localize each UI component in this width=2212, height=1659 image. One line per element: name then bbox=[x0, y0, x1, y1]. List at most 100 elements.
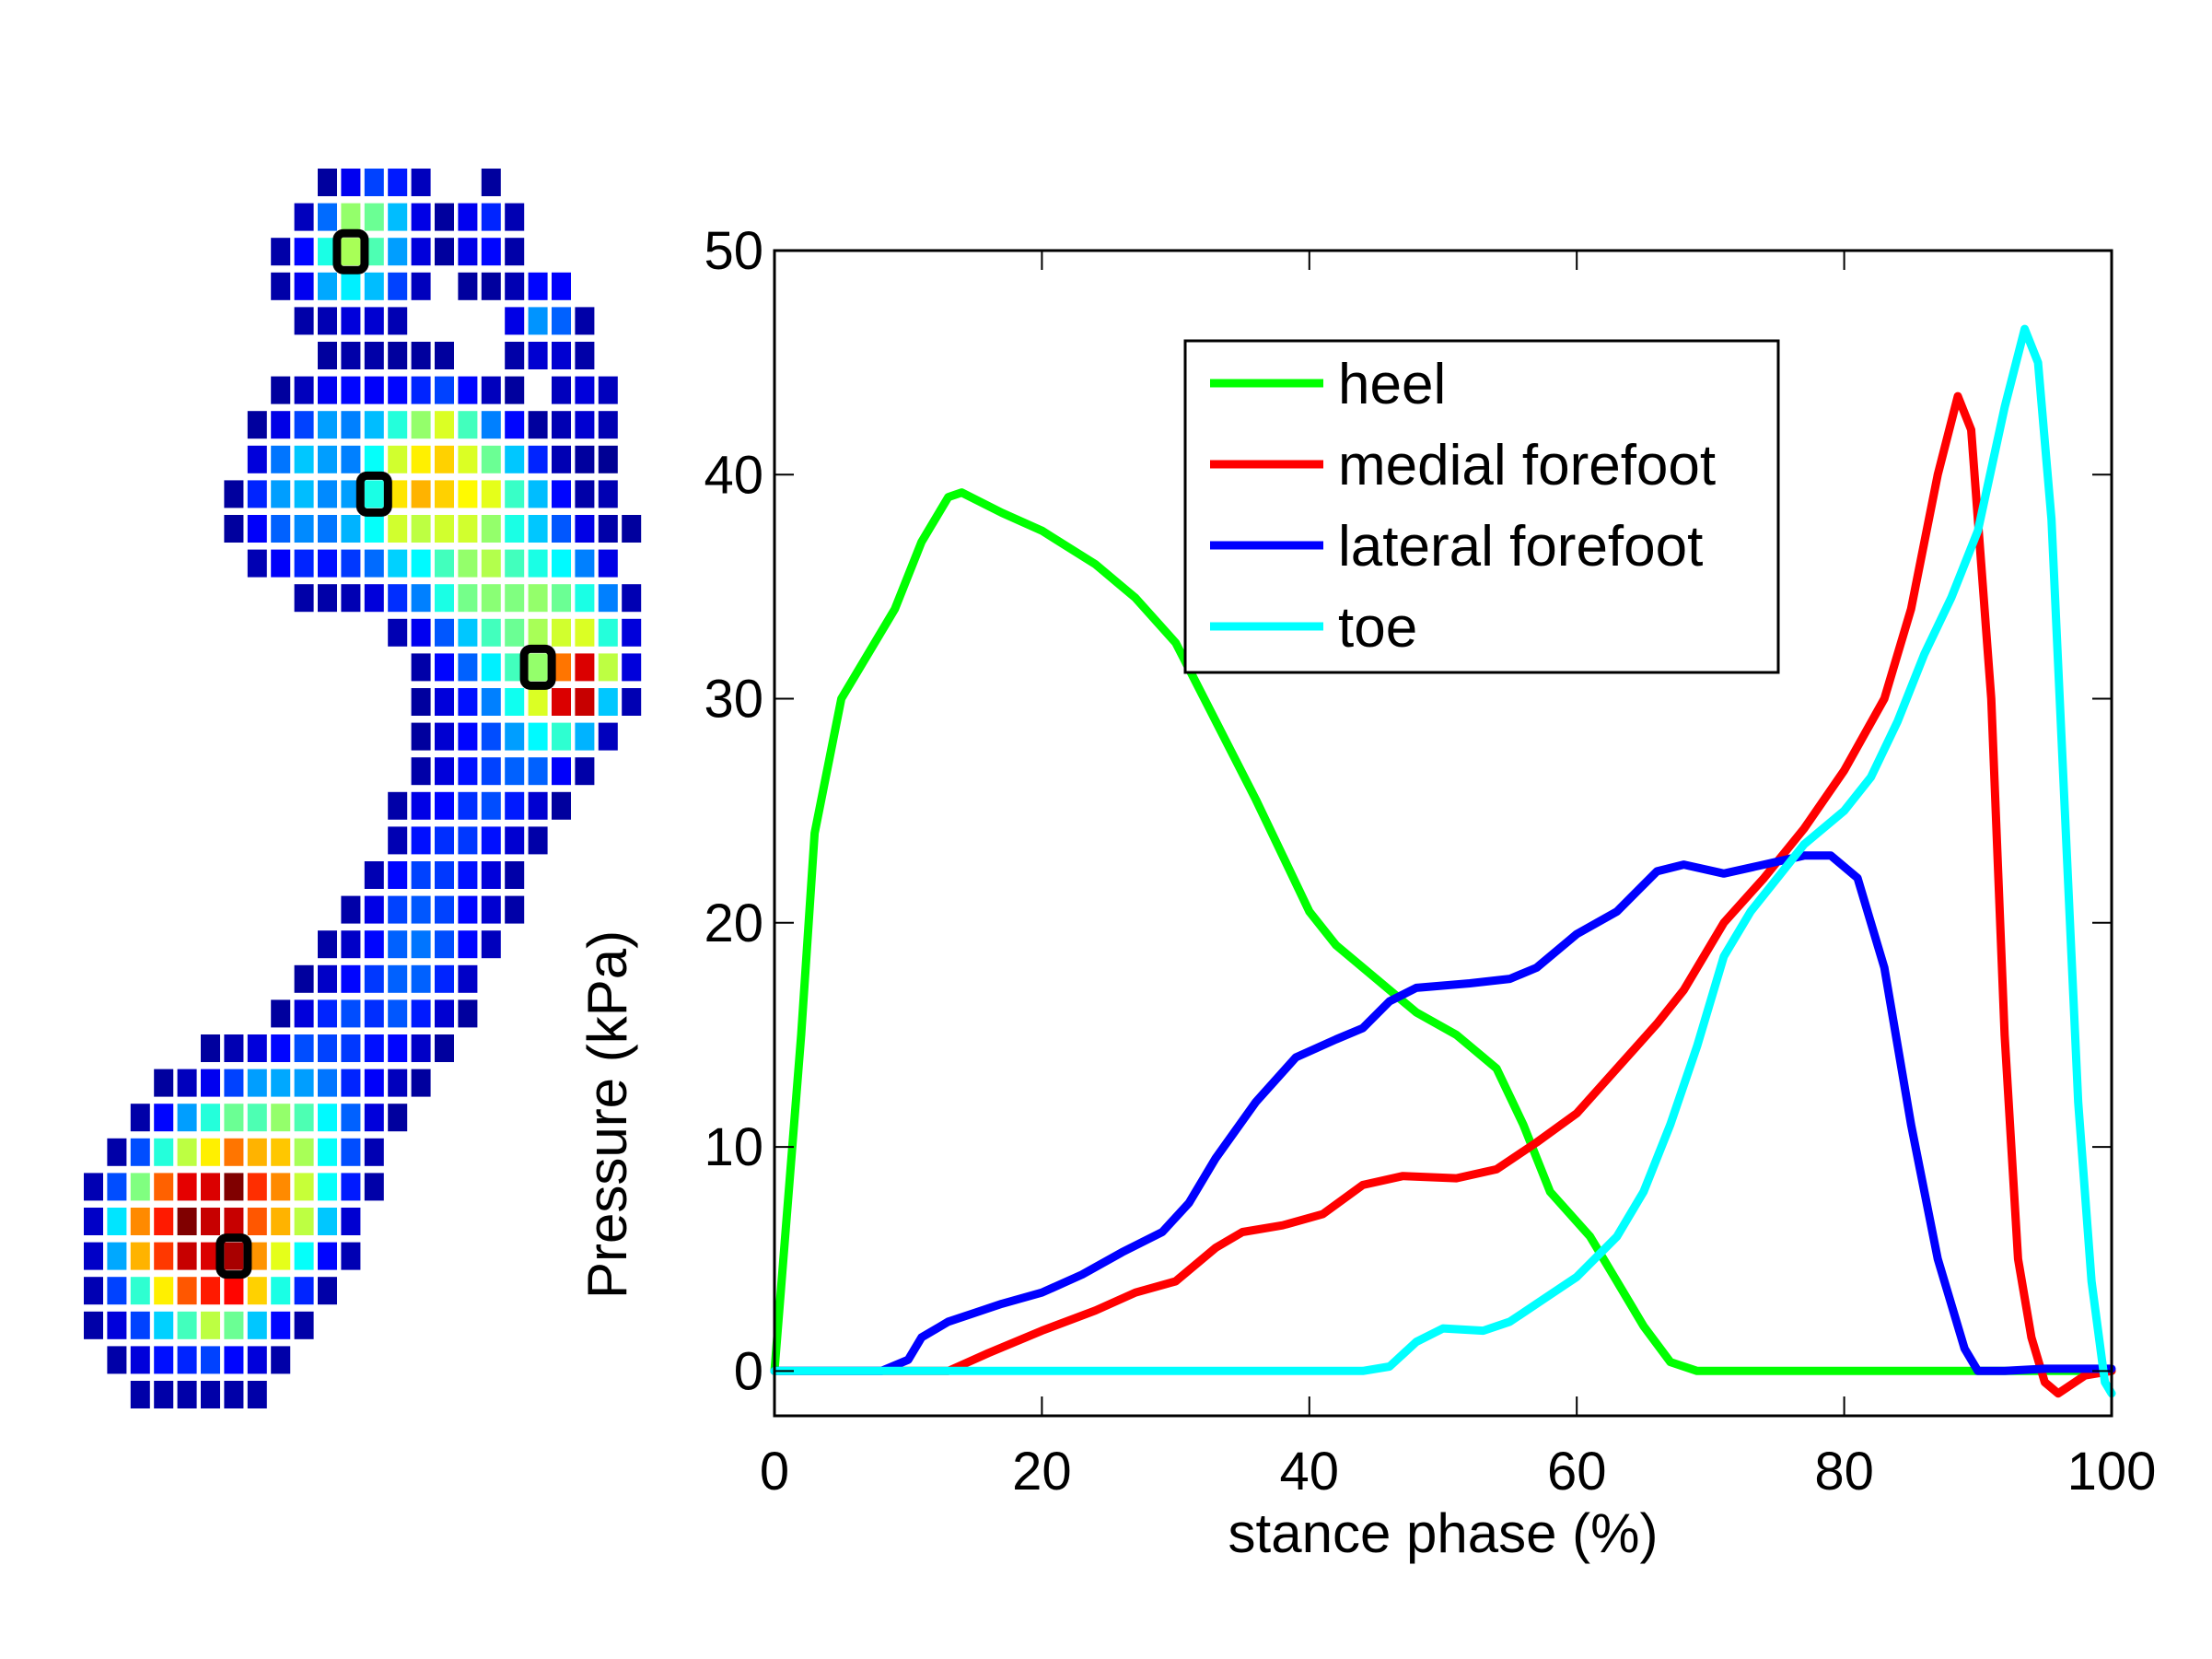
heatmap-cell bbox=[458, 688, 478, 716]
heatmap-cell bbox=[271, 1277, 291, 1305]
heatmap-cell bbox=[575, 342, 595, 369]
heatmap-cell bbox=[364, 272, 384, 300]
heatmap-cell bbox=[575, 757, 595, 786]
heatmap-cell bbox=[271, 272, 291, 300]
heatmap-cell bbox=[271, 549, 291, 578]
x-axis-label: stance phase (%) bbox=[1228, 1502, 1659, 1564]
y-tick-label: 10 bbox=[704, 1117, 763, 1177]
heatmap-cell bbox=[364, 411, 384, 439]
heatmap-cell bbox=[388, 307, 408, 335]
heatmap-cell bbox=[552, 618, 571, 647]
heatmap-cell bbox=[388, 1034, 408, 1062]
heatmap-cell bbox=[575, 722, 595, 751]
heatmap-cell bbox=[435, 653, 454, 682]
heatmap-cell bbox=[84, 1311, 103, 1339]
heatmap-cell bbox=[294, 549, 314, 578]
heatmap-cell bbox=[341, 999, 361, 1028]
heatmap-cell bbox=[528, 653, 548, 682]
heatmap-cell bbox=[458, 999, 478, 1028]
heatmap-cell bbox=[341, 1034, 361, 1062]
heatmap-cell bbox=[247, 1277, 267, 1305]
heatmap-cell bbox=[505, 653, 525, 682]
heatmap-cell bbox=[224, 1173, 244, 1201]
heatmap-cell bbox=[481, 618, 501, 647]
heatmap-cell bbox=[411, 618, 431, 647]
heatmap-cell bbox=[201, 1311, 220, 1339]
heatmap-cell bbox=[84, 1173, 103, 1201]
heatmap-cell bbox=[528, 549, 548, 578]
sensor-marker-toe bbox=[332, 228, 369, 275]
heatmap-cell bbox=[411, 549, 431, 578]
heatmap-cell bbox=[294, 1208, 314, 1235]
heatmap-cell bbox=[575, 376, 595, 404]
heatmap-cell bbox=[388, 272, 408, 300]
heatmap-cell bbox=[271, 1242, 291, 1270]
legend-label-toe: toe bbox=[1338, 596, 1417, 660]
heatmap-cell bbox=[154, 1381, 174, 1408]
heatmap-cell bbox=[294, 1069, 314, 1097]
heatmap-cell bbox=[271, 445, 291, 473]
heatmap-cell bbox=[388, 618, 408, 647]
heatmap-cell bbox=[294, 445, 314, 473]
heatmap-cell bbox=[388, 515, 408, 543]
heatmap-cell bbox=[435, 445, 454, 473]
heatmap-cell bbox=[364, 930, 384, 959]
heatmap-cell bbox=[598, 653, 618, 682]
heatmap-cell bbox=[247, 1242, 267, 1270]
heatmap-cell bbox=[294, 1138, 314, 1166]
heatmap-cell bbox=[458, 238, 478, 266]
heatmap-cell bbox=[201, 1346, 220, 1374]
heatmap-cell bbox=[224, 480, 244, 508]
heatmap-cell bbox=[107, 1311, 127, 1339]
heatmap-cell bbox=[107, 1277, 127, 1305]
heatmap-cell bbox=[622, 688, 642, 716]
heatmap-cell bbox=[575, 411, 595, 439]
heatmap-cell bbox=[435, 618, 454, 647]
heatmap-cell bbox=[411, 999, 431, 1028]
sensor-marker-heel bbox=[215, 1233, 252, 1279]
heatmap-cell bbox=[364, 203, 384, 231]
heatmap-cell bbox=[201, 1173, 220, 1201]
heatmap-cell bbox=[622, 515, 642, 543]
heatmap-cell bbox=[435, 999, 454, 1028]
heatmap-cell bbox=[341, 1242, 361, 1270]
heatmap-cell bbox=[552, 272, 571, 300]
heatmap-cell bbox=[435, 584, 454, 613]
heatmap-cell bbox=[318, 1208, 337, 1235]
heatmap-cell bbox=[341, 376, 361, 404]
heatmap-cell bbox=[552, 653, 571, 682]
heatmap-cell bbox=[505, 445, 525, 473]
heatmap-cell bbox=[481, 653, 501, 682]
heatmap-cell bbox=[411, 791, 431, 820]
heatmap-cell bbox=[552, 722, 571, 751]
heatmap-cell bbox=[435, 203, 454, 231]
heatmap-cell bbox=[411, 411, 431, 439]
heatmap-cell bbox=[458, 653, 478, 682]
heatmap-cell bbox=[411, 515, 431, 543]
heatmap-cell bbox=[528, 826, 548, 855]
heatmap-cell bbox=[481, 826, 501, 855]
heatmap-cell bbox=[505, 688, 525, 716]
heatmap-cell bbox=[130, 1311, 150, 1339]
heatmap-cell bbox=[130, 1104, 150, 1132]
heatmap-cell bbox=[341, 480, 361, 508]
heatmap-cell bbox=[481, 480, 501, 508]
heatmap-cell bbox=[411, 445, 431, 473]
heatmap-cell bbox=[411, 1034, 431, 1062]
heatmap-cell bbox=[505, 307, 525, 335]
heatmap-cell bbox=[622, 653, 642, 682]
heatmap-cell bbox=[271, 1104, 291, 1132]
heatmap-cell bbox=[177, 1277, 197, 1305]
heatmap-cell bbox=[552, 445, 571, 473]
heatmap-cell bbox=[341, 1069, 361, 1097]
y-tick-label: 0 bbox=[734, 1341, 763, 1401]
heatmap-cell bbox=[411, 584, 431, 613]
heatmap-cell bbox=[318, 584, 337, 613]
heatmap-cell bbox=[177, 1242, 197, 1270]
heatmap-cell bbox=[411, 203, 431, 231]
heatmap-cell bbox=[201, 1242, 220, 1270]
heatmap-cell bbox=[224, 1069, 244, 1097]
series-lines bbox=[770, 324, 2116, 1398]
heatmap-cell bbox=[458, 203, 478, 231]
